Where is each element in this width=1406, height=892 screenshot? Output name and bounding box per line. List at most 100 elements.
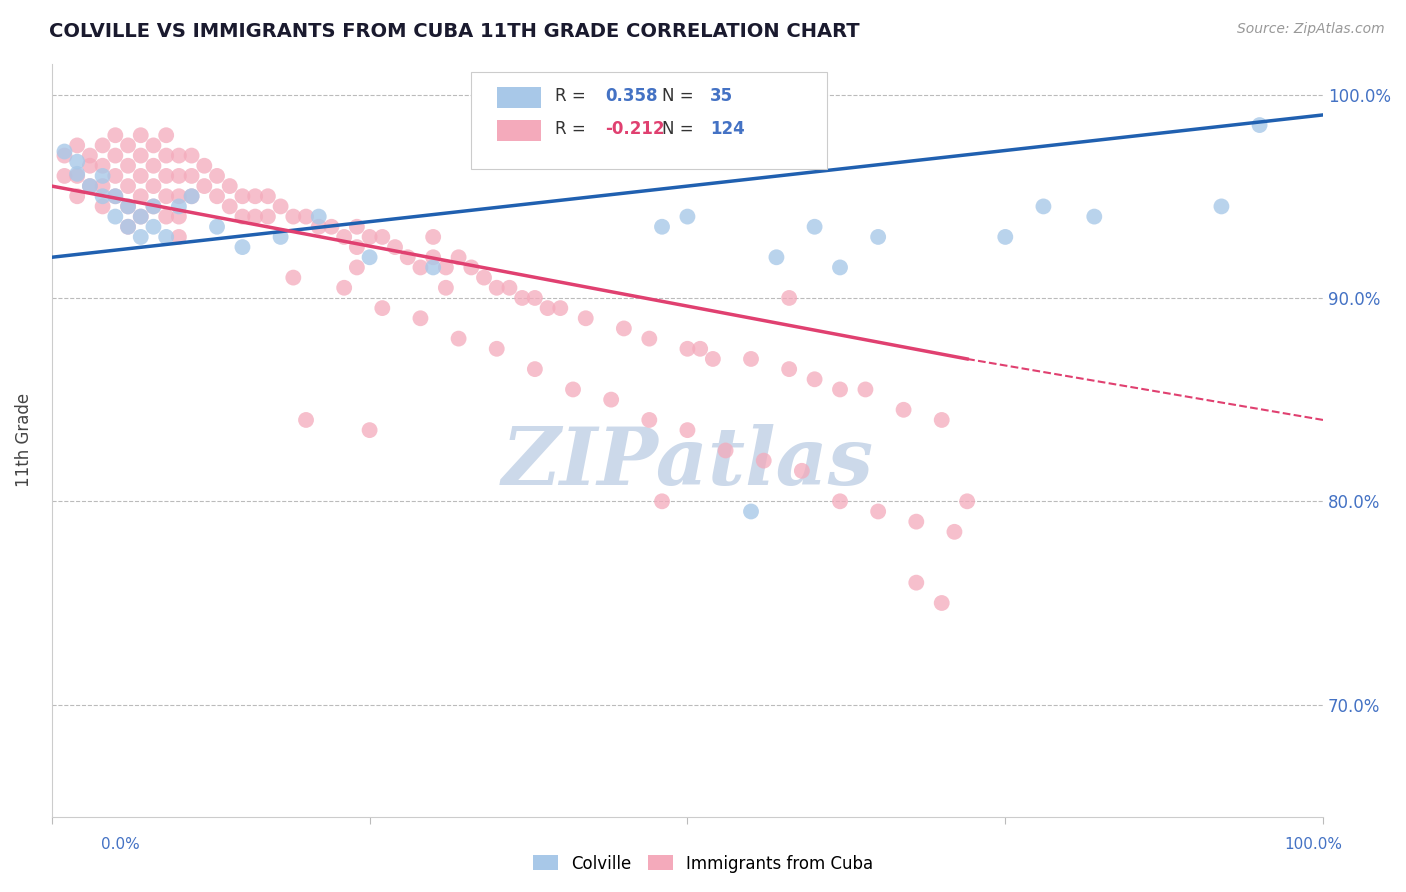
Point xyxy=(117,159,139,173)
Point xyxy=(257,210,280,224)
Point xyxy=(155,189,177,203)
Point xyxy=(117,199,139,213)
Point xyxy=(270,199,292,213)
Point xyxy=(868,504,890,518)
Point xyxy=(104,169,127,183)
Point xyxy=(308,219,330,234)
Point xyxy=(460,260,482,275)
Point xyxy=(167,230,190,244)
Point xyxy=(346,219,368,234)
Point xyxy=(91,159,114,173)
Point xyxy=(638,332,661,346)
Point xyxy=(931,596,953,610)
Point xyxy=(371,301,394,315)
Point xyxy=(142,138,165,153)
Point xyxy=(117,179,139,194)
Text: ZIPatlas: ZIPatlas xyxy=(502,424,873,501)
Point xyxy=(79,148,101,162)
Point xyxy=(752,453,775,467)
Point xyxy=(129,148,152,162)
Point xyxy=(308,210,330,224)
Point xyxy=(790,464,813,478)
Point xyxy=(905,515,928,529)
Y-axis label: 11th Grade: 11th Grade xyxy=(15,393,32,487)
Point xyxy=(79,159,101,173)
Text: COLVILLE VS IMMIGRANTS FROM CUBA 11TH GRADE CORRELATION CHART: COLVILLE VS IMMIGRANTS FROM CUBA 11TH GR… xyxy=(49,22,860,41)
Point xyxy=(485,342,508,356)
Point xyxy=(447,250,470,264)
Point xyxy=(638,413,661,427)
Point xyxy=(79,179,101,194)
Point xyxy=(498,281,520,295)
Point xyxy=(231,189,253,203)
Point xyxy=(803,372,825,386)
Point xyxy=(129,169,152,183)
Point xyxy=(193,179,215,194)
Point xyxy=(91,169,114,183)
Point xyxy=(167,210,190,224)
Point xyxy=(155,169,177,183)
Point xyxy=(129,210,152,224)
Text: 100.0%: 100.0% xyxy=(1285,837,1343,852)
Point xyxy=(205,189,228,203)
Point xyxy=(676,342,699,356)
Point xyxy=(193,159,215,173)
FancyBboxPatch shape xyxy=(496,120,541,141)
Point xyxy=(702,351,724,366)
Point xyxy=(562,383,585,397)
Point xyxy=(142,179,165,194)
FancyBboxPatch shape xyxy=(496,87,541,108)
Text: R =: R = xyxy=(555,120,591,137)
Point xyxy=(346,240,368,254)
Point xyxy=(129,189,152,203)
Point xyxy=(1249,118,1271,132)
Point xyxy=(104,148,127,162)
Point xyxy=(270,230,292,244)
Point xyxy=(434,281,457,295)
Point xyxy=(167,169,190,183)
Point xyxy=(346,260,368,275)
Point xyxy=(409,260,432,275)
Point xyxy=(180,189,202,203)
Point xyxy=(142,219,165,234)
Point xyxy=(53,169,76,183)
Point xyxy=(384,240,406,254)
Point xyxy=(828,383,851,397)
Point xyxy=(117,219,139,234)
Point xyxy=(295,210,318,224)
Point xyxy=(676,210,699,224)
Point xyxy=(243,189,266,203)
Point xyxy=(295,413,318,427)
Point xyxy=(575,311,598,326)
Legend: Colville, Immigrants from Cuba: Colville, Immigrants from Cuba xyxy=(526,848,880,880)
Point xyxy=(205,169,228,183)
Point xyxy=(485,281,508,295)
Point xyxy=(359,423,381,437)
Point xyxy=(79,179,101,194)
Point xyxy=(714,443,737,458)
Point xyxy=(104,189,127,203)
Point xyxy=(155,210,177,224)
Point xyxy=(91,138,114,153)
Point xyxy=(205,219,228,234)
Point xyxy=(155,128,177,143)
Point xyxy=(53,145,76,159)
Point xyxy=(129,230,152,244)
Point xyxy=(66,189,89,203)
Point xyxy=(66,154,89,169)
Point xyxy=(129,128,152,143)
Point xyxy=(447,332,470,346)
Point xyxy=(359,230,381,244)
Point xyxy=(765,250,787,264)
Point xyxy=(778,362,800,376)
Point xyxy=(651,494,673,508)
Point xyxy=(893,402,915,417)
Point xyxy=(167,189,190,203)
Point xyxy=(117,138,139,153)
Point xyxy=(676,423,699,437)
Point xyxy=(536,301,558,315)
Point xyxy=(740,351,762,366)
Point xyxy=(333,230,356,244)
Point xyxy=(422,250,444,264)
Point xyxy=(155,230,177,244)
